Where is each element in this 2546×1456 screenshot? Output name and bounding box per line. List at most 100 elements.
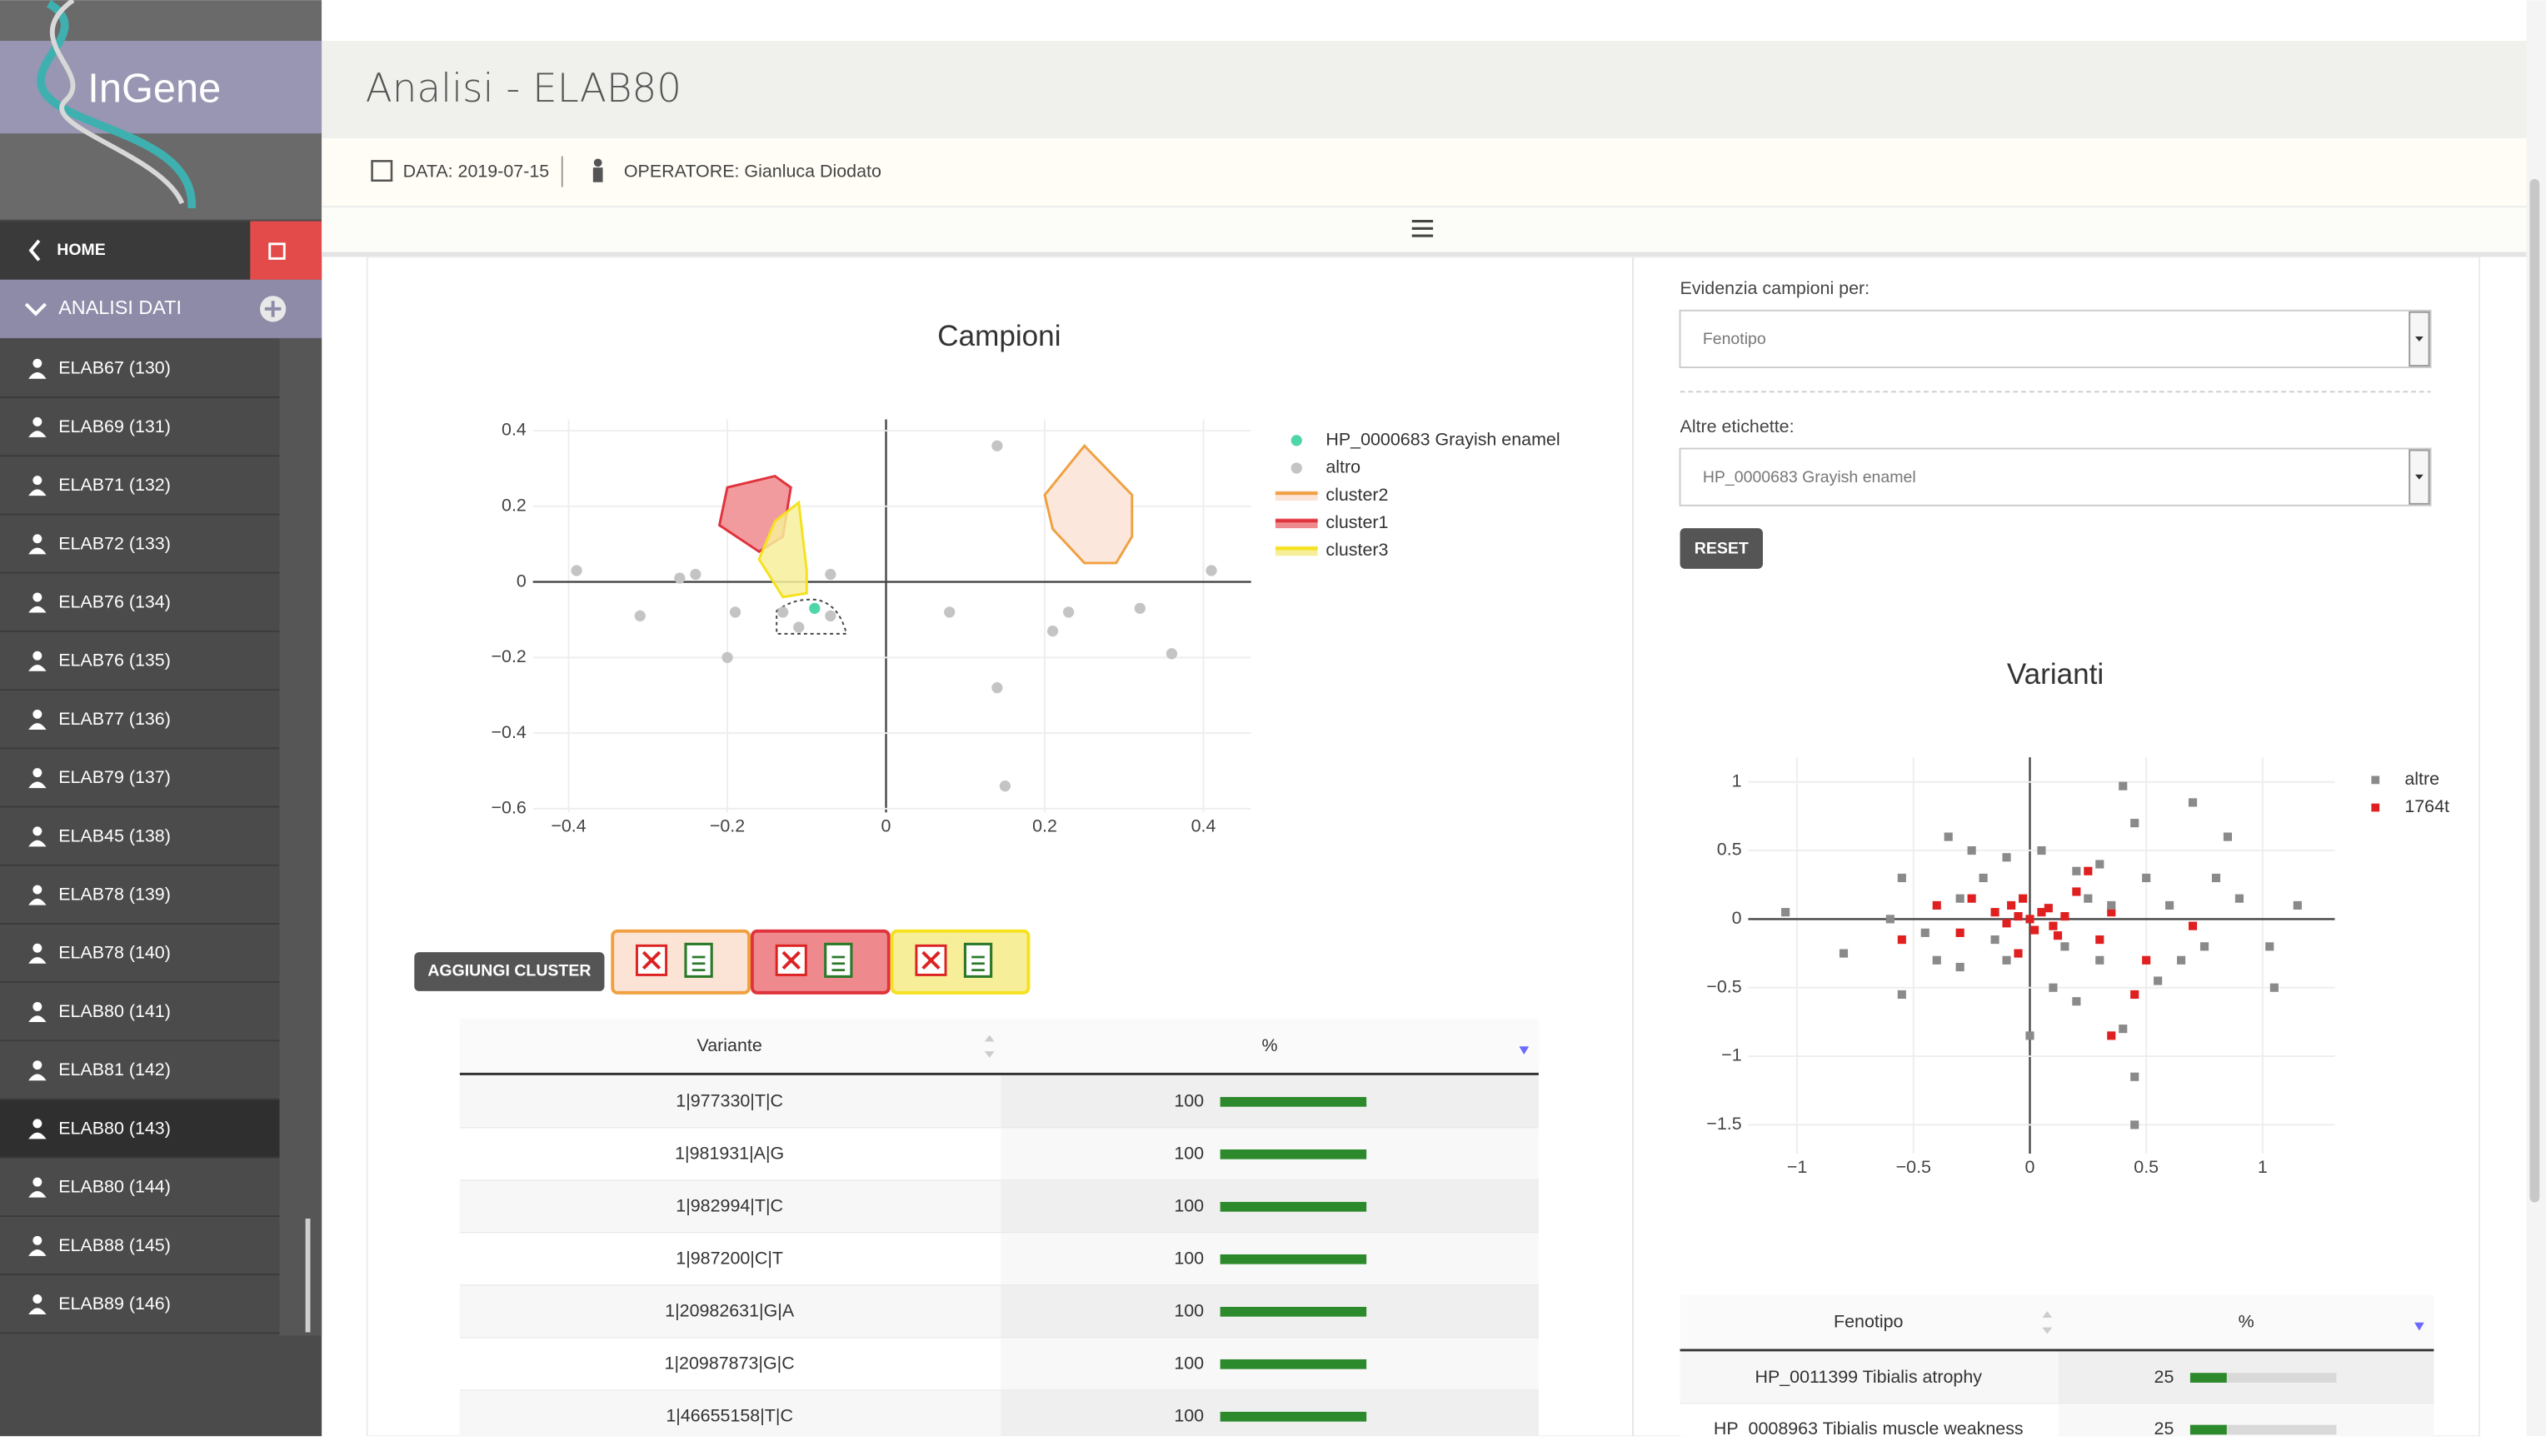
user-icon	[28, 781, 47, 789]
point	[2060, 912, 2069, 921]
sidebar-item[interactable]	[0, 1099, 280, 1157]
point	[2130, 1120, 2139, 1129]
sort-icon[interactable]	[984, 1035, 995, 1058]
user-icon	[32, 592, 42, 602]
user-icon	[28, 1074, 47, 1081]
sidebar-item-label: ELAB77 (136)	[58, 709, 171, 729]
point	[1897, 935, 1906, 945]
point	[944, 606, 956, 618]
point	[2084, 894, 2093, 903]
menu-icon[interactable]	[1411, 219, 1434, 237]
y-tick-label: −0.5	[1706, 976, 1741, 996]
x-tick-label: 0	[2025, 1157, 2035, 1177]
clipboard-lines	[971, 955, 985, 971]
sidebar-item[interactable]	[0, 807, 280, 865]
point	[2030, 925, 2039, 935]
user-icon	[32, 358, 42, 368]
logout-button[interactable]	[250, 221, 322, 280]
sidebar-item[interactable]	[0, 339, 280, 397]
sort-icon[interactable]	[2042, 1311, 2053, 1334]
point	[825, 610, 836, 622]
column-header: %	[2239, 1311, 2254, 1331]
legend-swatch	[2371, 775, 2380, 785]
point	[999, 780, 1011, 792]
logo-helix	[37, 0, 197, 209]
y-tick-label: 1	[1732, 770, 1742, 790]
clipboard-icon[interactable]	[963, 942, 993, 978]
sidebar-item[interactable]	[0, 515, 280, 572]
point	[1781, 908, 1790, 917]
clipboard-lines	[831, 955, 846, 971]
scroll-thumb[interactable]	[305, 1218, 311, 1333]
home-button[interactable]	[0, 221, 251, 280]
sidebar-item[interactable]	[0, 1217, 280, 1274]
sort-icon[interactable]	[2414, 1322, 2424, 1331]
sidebar-item[interactable]	[0, 749, 280, 806]
sidebar-item[interactable]	[0, 1041, 280, 1099]
sidebar-item[interactable]	[0, 924, 280, 982]
sidebar-item[interactable]	[0, 983, 280, 1040]
y-tick-label: 0	[1732, 908, 1742, 928]
add-icon-cross	[264, 301, 282, 317]
cluster-button[interactable]	[890, 929, 1031, 995]
add-cluster-button[interactable]	[414, 952, 605, 991]
point	[1885, 915, 1895, 924]
point	[2060, 942, 2069, 951]
column-header: Variante	[697, 1035, 762, 1055]
sidebar-item-label: ELAB76 (135)	[58, 651, 171, 671]
point	[991, 440, 1003, 451]
user-icon	[32, 651, 42, 661]
sidebar-item-label: ELAB72 (133)	[58, 533, 171, 553]
delete-icon[interactable]	[915, 944, 947, 976]
point	[2130, 819, 2139, 828]
user-icon	[28, 489, 47, 496]
y-tick-label: −1	[1721, 1045, 1741, 1065]
sidebar-item[interactable]	[0, 631, 280, 690]
point	[2119, 781, 2128, 790]
sort-icon[interactable]	[1519, 1046, 1530, 1055]
cluster-button[interactable]	[611, 929, 751, 995]
sidebar-item[interactable]	[0, 398, 280, 456]
chevron-icon	[28, 239, 41, 262]
point	[2025, 915, 2034, 924]
point	[2072, 997, 2081, 1006]
user-icon	[32, 943, 42, 953]
cluster-buttons	[611, 929, 1031, 995]
cluster-shape	[757, 500, 808, 599]
page-scroll-thumb[interactable]	[2529, 178, 2540, 1203]
point	[1967, 845, 1976, 855]
sidebar-item[interactable]	[0, 1275, 280, 1333]
point	[2049, 921, 2058, 930]
person-icon	[593, 158, 602, 167]
x-tick-label: 0	[881, 816, 891, 836]
sidebar-item[interactable]	[0, 456, 280, 514]
reset-label: RESET	[1695, 540, 1749, 558]
clipboard-icon[interactable]	[684, 942, 713, 978]
cluster-button[interactable]	[751, 929, 891, 995]
point	[1839, 949, 1849, 958]
point	[2095, 935, 2104, 945]
user-icon	[28, 1190, 47, 1198]
point	[991, 682, 1003, 694]
point	[2072, 887, 2081, 896]
sidebar-item[interactable]	[0, 1158, 280, 1216]
sidebar-item-label: ELAB78 (140)	[58, 943, 171, 963]
clipboard-icon[interactable]	[824, 942, 853, 978]
user-icon	[32, 709, 42, 719]
point	[2265, 942, 2274, 951]
sidebar-item[interactable]	[0, 691, 280, 748]
sidebar-item-label: ELAB80 (141)	[58, 1001, 171, 1021]
sidebar-item[interactable]	[0, 865, 280, 924]
legend-label: 1764t	[2404, 796, 2449, 816]
user-icon	[28, 1308, 47, 1315]
point	[2142, 955, 2151, 965]
sidebar-item[interactable]	[0, 573, 280, 631]
point	[793, 621, 805, 633]
point	[721, 651, 733, 663]
reset-button[interactable]	[1680, 528, 1763, 569]
select-highlight[interactable]	[1679, 309, 2432, 369]
add-cluster-label: AGGIUNGI CLUSTER	[427, 962, 591, 980]
select-labels[interactable]	[1679, 447, 2432, 506]
date: DATA: 2019-07-15	[403, 162, 550, 182]
cell-value: 100	[1174, 1196, 1204, 1216]
